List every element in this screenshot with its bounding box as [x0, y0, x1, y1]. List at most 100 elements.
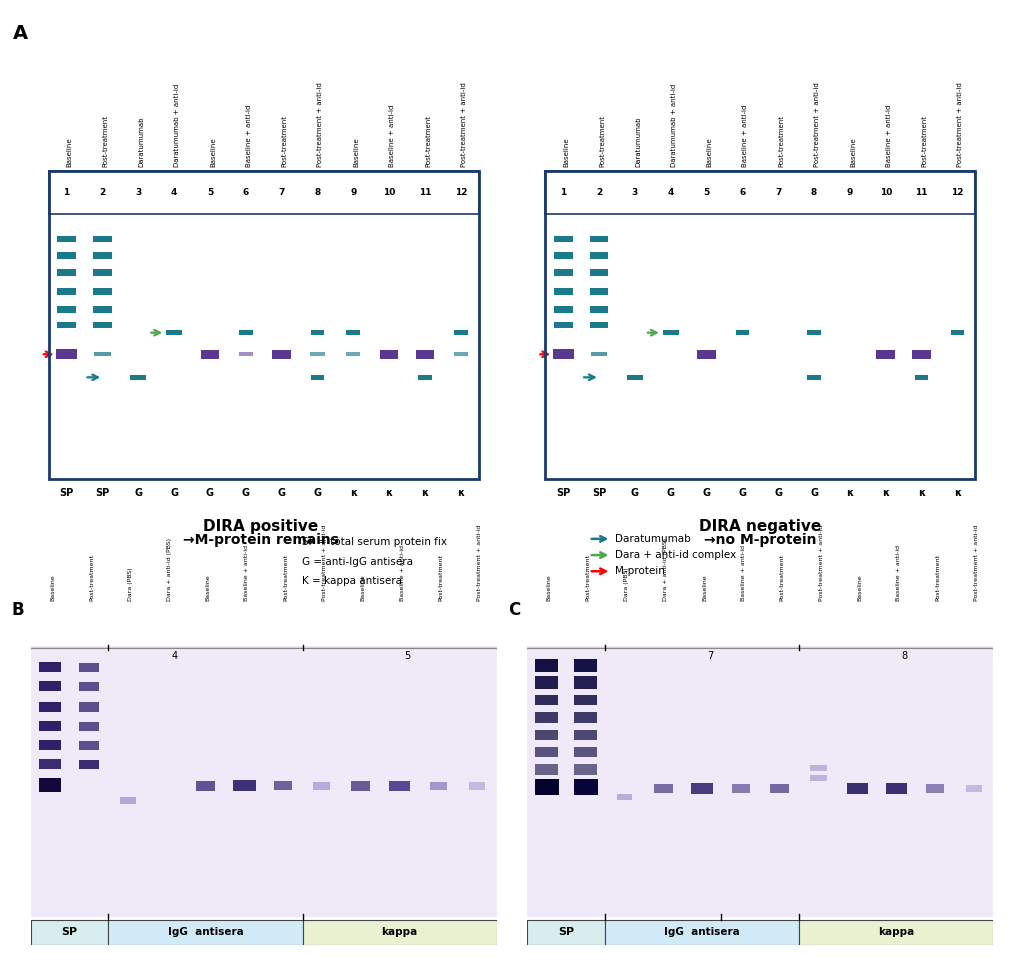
Bar [313, 782, 331, 790]
Text: 5: 5 [404, 652, 411, 661]
Text: Baseline + anti-id: Baseline + anti-id [245, 546, 249, 602]
Text: B: B [11, 602, 24, 619]
Text: κ: κ [350, 488, 356, 497]
Text: G: G [667, 488, 675, 497]
Text: kappa: kappa [382, 927, 418, 937]
Text: Baseline: Baseline [360, 575, 366, 602]
Text: C: C [508, 602, 520, 619]
Text: 9: 9 [350, 188, 356, 198]
Text: Daratumumab: Daratumumab [615, 534, 691, 544]
Bar [31, 646, 497, 917]
Bar [536, 782, 558, 792]
Text: G: G [242, 488, 250, 497]
Text: Baseline: Baseline [50, 575, 55, 602]
Bar [40, 702, 60, 712]
Text: 8: 8 [811, 188, 817, 198]
Bar [697, 350, 716, 359]
Bar [536, 695, 558, 706]
Bar [573, 779, 598, 794]
Text: 4: 4 [171, 652, 177, 661]
Bar [616, 794, 632, 800]
Bar [554, 253, 572, 259]
Text: Baseline: Baseline [206, 575, 211, 602]
Text: Baseline: Baseline [702, 575, 708, 602]
Text: Baseline: Baseline [67, 137, 73, 167]
Bar [653, 785, 673, 792]
Text: SP = total serum protein fix: SP = total serum protein fix [302, 537, 447, 548]
Bar [56, 349, 77, 360]
Bar [196, 781, 215, 790]
Text: 8: 8 [901, 652, 907, 661]
Bar [49, 172, 478, 214]
Text: G: G [170, 488, 178, 497]
Bar [79, 760, 98, 768]
Text: Baseline + anti-id: Baseline + anti-id [886, 104, 892, 167]
Bar [810, 765, 826, 770]
Bar [886, 783, 907, 794]
Text: SP: SP [95, 488, 110, 497]
Text: 4: 4 [668, 188, 674, 198]
Text: Daratumumab + anti-id: Daratumumab + anti-id [174, 83, 180, 167]
Bar [799, 920, 993, 945]
Text: κ: κ [458, 488, 464, 497]
Bar [57, 253, 76, 259]
Bar [770, 784, 790, 793]
Bar [57, 307, 76, 313]
Text: kappa: kappa [879, 927, 914, 937]
Bar [79, 662, 98, 672]
Text: Dara + anti-id (PBS): Dara + anti-id (PBS) [167, 538, 172, 602]
Text: SP: SP [61, 927, 78, 937]
Text: Post-treatment + anti-id: Post-treatment + anti-id [974, 524, 979, 602]
Bar [545, 172, 975, 214]
Text: Baseline: Baseline [707, 137, 713, 167]
Bar [93, 288, 112, 295]
Bar [573, 712, 597, 723]
Text: 10: 10 [383, 188, 395, 198]
Text: Post-treatment + anti-id: Post-treatment + anti-id [814, 82, 820, 167]
Text: Dara + anti-id complex: Dara + anti-id complex [615, 550, 736, 560]
Bar [79, 740, 98, 750]
Text: 5: 5 [703, 188, 710, 198]
Text: Post-treatment: Post-treatment [922, 115, 928, 167]
Bar [233, 780, 256, 791]
Text: Baseline: Baseline [857, 575, 862, 602]
Bar [201, 350, 219, 359]
Text: SP: SP [59, 488, 74, 497]
Text: 9: 9 [847, 188, 853, 198]
Bar [926, 785, 944, 792]
Text: κ: κ [954, 488, 961, 497]
Bar [40, 780, 60, 790]
Text: κ: κ [883, 488, 889, 497]
Text: Dara (PBS): Dara (PBS) [625, 568, 630, 602]
Text: Post-treatment: Post-treatment [935, 554, 940, 602]
Bar [40, 721, 60, 732]
Bar [93, 307, 112, 313]
Bar [554, 235, 572, 242]
Bar [691, 784, 713, 793]
Bar [40, 662, 60, 672]
Text: 12: 12 [951, 188, 964, 198]
Text: Dara + anti-id (PBS): Dara + anti-id (PBS) [664, 538, 669, 602]
Bar [79, 722, 98, 731]
Bar [93, 269, 112, 276]
Bar [527, 920, 605, 945]
Text: DIRA positive: DIRA positive [204, 519, 318, 534]
Text: 7: 7 [775, 188, 781, 198]
Text: Daratumumab: Daratumumab [138, 116, 144, 167]
Bar [554, 322, 572, 329]
Bar [590, 269, 608, 276]
Bar [302, 920, 497, 945]
Bar [351, 781, 371, 790]
Bar [39, 779, 61, 791]
Text: G: G [313, 488, 322, 497]
Text: G: G [206, 488, 214, 497]
Text: 8: 8 [314, 188, 321, 198]
Text: →no M-protein: →no M-protein [703, 533, 816, 548]
Bar [573, 676, 597, 689]
Bar [590, 288, 608, 295]
Bar [573, 658, 597, 672]
Bar [554, 307, 572, 313]
Bar [239, 352, 253, 357]
Bar [416, 350, 434, 359]
Text: Post-treatment: Post-treatment [283, 554, 288, 602]
